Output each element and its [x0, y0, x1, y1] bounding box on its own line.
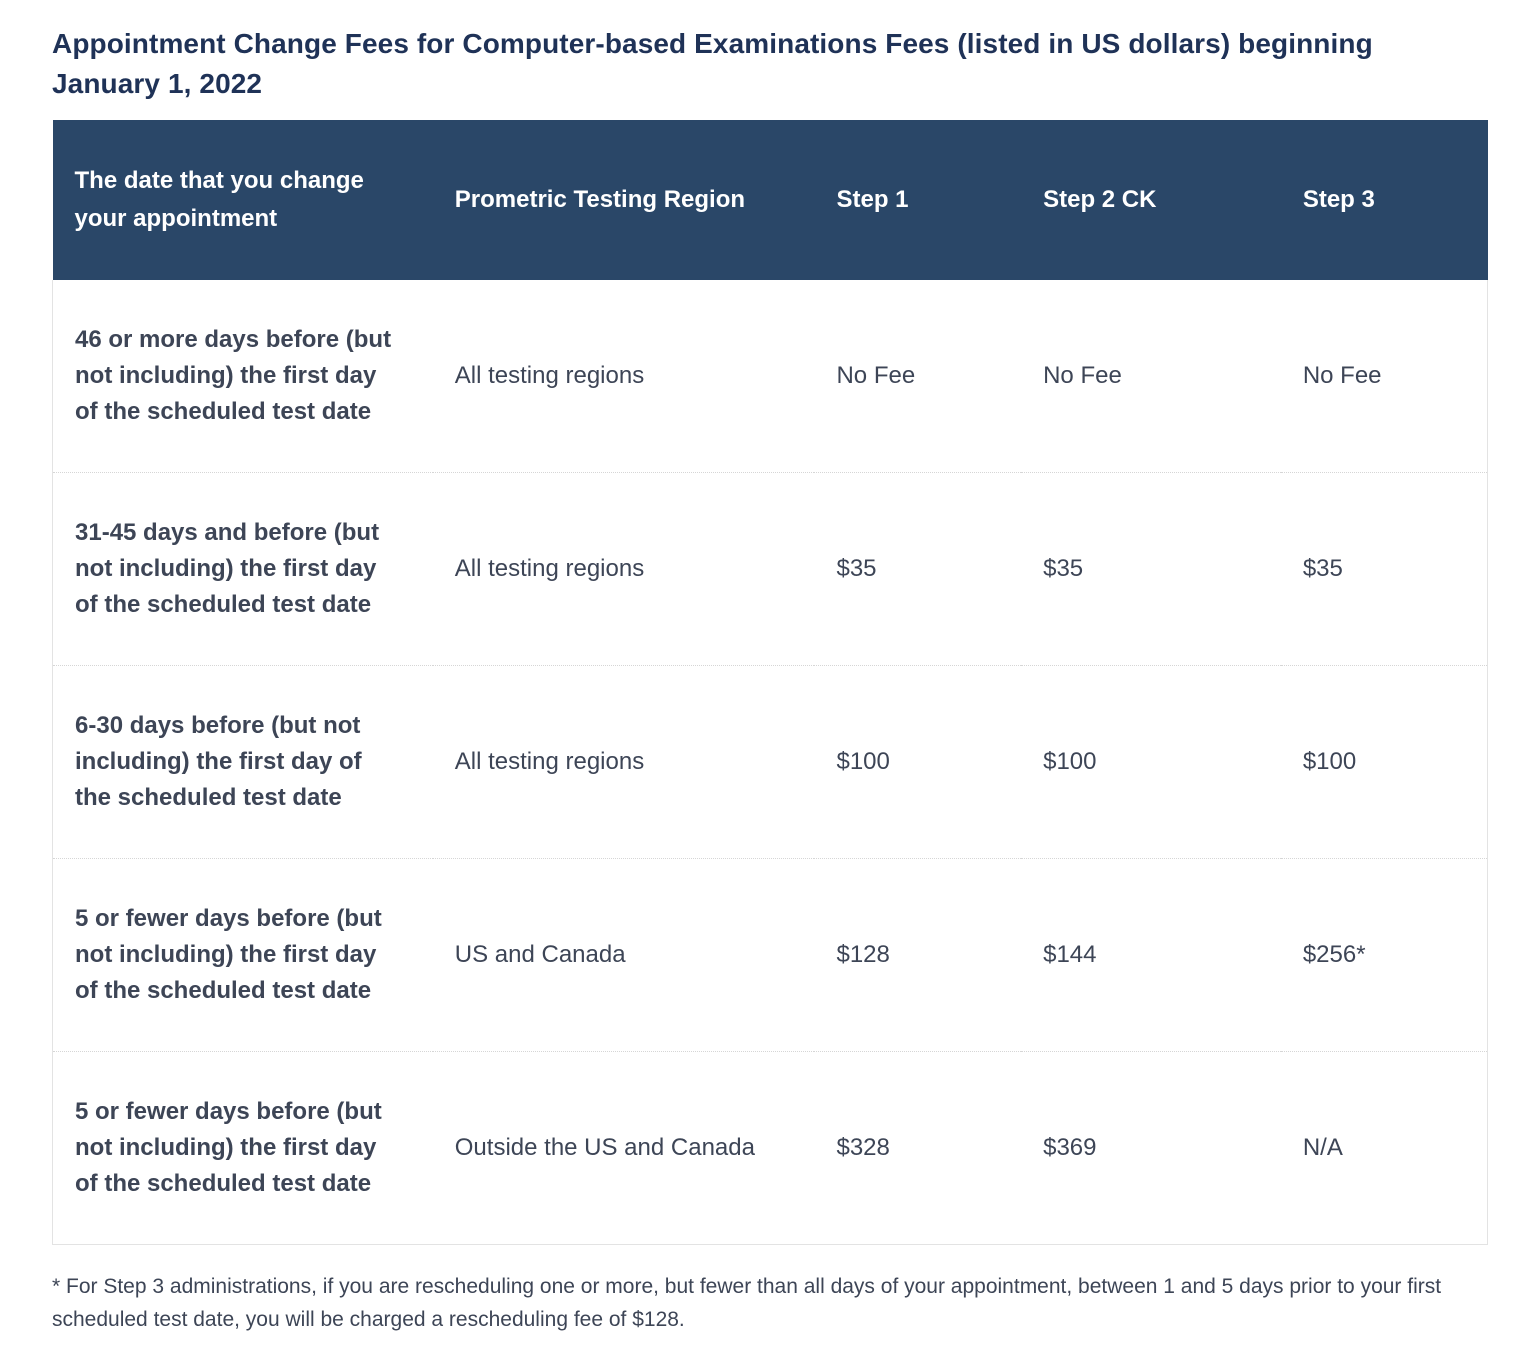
change-date-cell: 46 or more days before (but not includin… — [51, 279, 433, 473]
step3-fee-cell: $35 — [1280, 472, 1488, 666]
region-cell: All testing regions — [432, 665, 815, 859]
step2ck-fee-cell: $144 — [1021, 858, 1281, 1052]
table-row: 31-45 days and before (but not including… — [51, 472, 1488, 666]
page-title: Appointment Change Fees for Computer-bas… — [52, 28, 1373, 99]
change-date-cell: 31-45 days and before (but not including… — [51, 472, 433, 666]
column-header-step3: Step 3 — [1280, 119, 1488, 280]
column-header-step2ck: Step 2 CK — [1021, 119, 1281, 280]
region-cell: Outside the US and Canada — [432, 1051, 815, 1245]
table-row: 5 or fewer days before (but not includin… — [51, 858, 1488, 1052]
region-cell: All testing regions — [432, 279, 815, 473]
column-header-step1: Step 1 — [814, 119, 1022, 280]
step1-fee-cell: No Fee — [814, 279, 1022, 473]
step1-fee-cell: $35 — [814, 472, 1022, 666]
step3-fee-cell: $100 — [1280, 665, 1488, 859]
appointment-change-fees-table: The date that you change your appointmen… — [51, 119, 1488, 1245]
step3-fee-cell: No Fee — [1280, 279, 1488, 473]
table-row: 5 or fewer days before (but not includin… — [51, 1051, 1488, 1245]
step1-fee-cell: $100 — [814, 665, 1022, 859]
table-row: 6-30 days before (but not including) the… — [51, 665, 1488, 859]
step1-fee-cell: $128 — [814, 858, 1022, 1052]
change-date-cell: 5 or fewer days before (but not includin… — [51, 1051, 433, 1245]
region-cell: US and Canada — [432, 858, 815, 1052]
step2ck-fee-cell: $35 — [1021, 472, 1281, 666]
change-date-cell: 5 or fewer days before (but not includin… — [51, 858, 433, 1052]
step1-fee-cell: $328 — [814, 1051, 1022, 1245]
step2ck-fee-cell: No Fee — [1021, 279, 1281, 473]
table-row: 46 or more days before (but not includin… — [51, 279, 1488, 473]
region-cell: All testing regions — [432, 472, 815, 666]
table-header: The date that you change your appointmen… — [52, 119, 1488, 280]
step3-rescheduling-footnote: * For Step 3 administrations, if you are… — [52, 1275, 1442, 1331]
step3-fee-cell: $256* — [1280, 858, 1488, 1052]
step3-fee-cell: N/A — [1280, 1051, 1488, 1245]
step2ck-fee-cell: $369 — [1021, 1051, 1281, 1245]
column-header-testing-region: Prometric Testing Region — [432, 119, 815, 280]
step2ck-fee-cell: $100 — [1021, 665, 1281, 859]
column-header-change-date: The date that you change your appointmen… — [52, 119, 433, 280]
header-row: The date that you change your appointmen… — [52, 119, 1488, 280]
table-body: 46 or more days before (but not includin… — [51, 279, 1488, 1245]
change-date-cell: 6-30 days before (but not including) the… — [51, 665, 433, 859]
